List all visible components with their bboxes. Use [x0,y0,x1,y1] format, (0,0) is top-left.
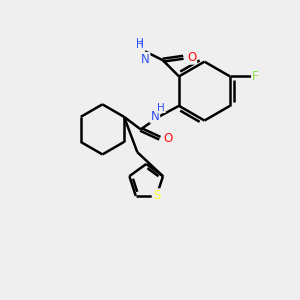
Text: H: H [158,103,165,112]
Text: S: S [153,189,160,203]
Text: N: N [151,110,159,123]
Text: O: O [164,132,172,145]
Text: H: H [136,38,144,48]
Text: O: O [187,51,196,64]
Text: N: N [141,53,149,66]
Text: H: H [136,40,144,50]
Text: F: F [252,70,259,83]
